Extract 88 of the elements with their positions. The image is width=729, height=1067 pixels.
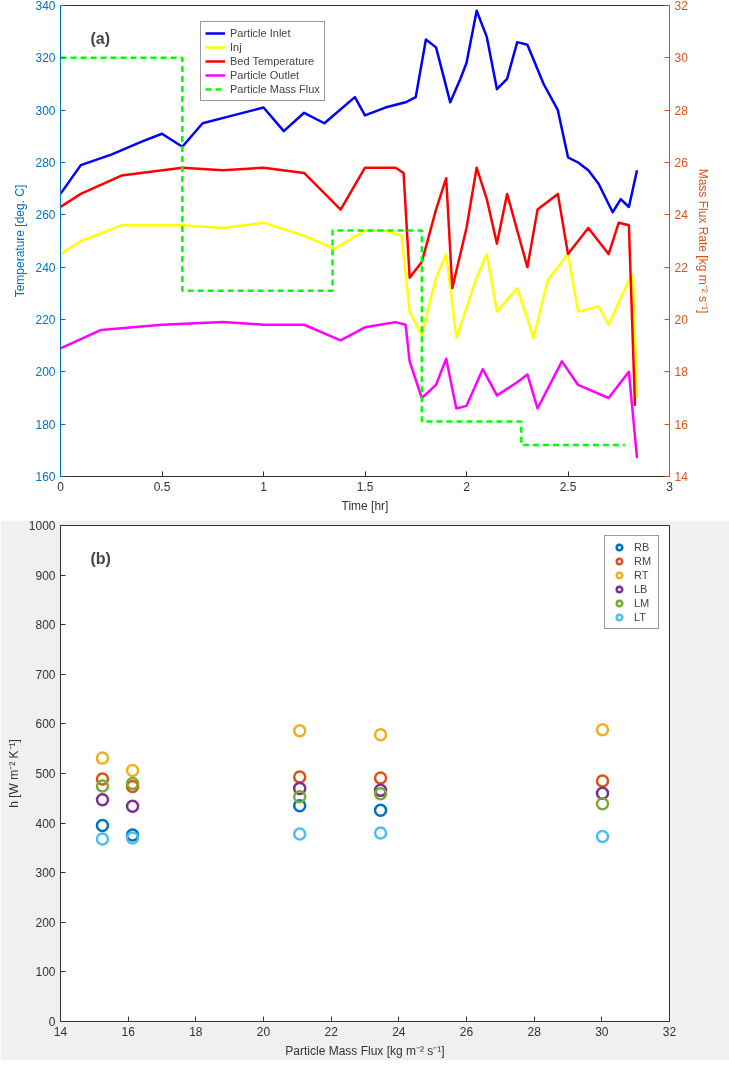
y-tick-label: 300 — [35, 103, 56, 118]
y-tick-label: 300 — [35, 866, 56, 881]
y2-tick-label: 32 — [674, 0, 689, 13]
point — [595, 797, 610, 811]
point — [595, 774, 610, 788]
point — [95, 751, 110, 765]
x-tick-label: 26 — [459, 1024, 474, 1039]
x-tick-label: 30 — [595, 1024, 609, 1039]
legend-label: LB — [634, 582, 649, 596]
point — [292, 724, 307, 738]
legend-label: Particle Inlet — [230, 26, 291, 40]
y2-tick-label: 26 — [674, 156, 689, 170]
x-axis-title: Particle Mass Flux [kg m⁻² s⁻¹] — [285, 1043, 445, 1058]
x-tick-label: 1.5 — [356, 479, 374, 494]
x-tick-label: 32 — [662, 1024, 677, 1039]
x-tick-label: 20 — [256, 1024, 271, 1039]
legend-label: RT — [634, 568, 650, 582]
annotation: (a) — [90, 29, 111, 47]
y-tick-label: 1000 — [28, 519, 56, 533]
y-tick-label: 200 — [35, 915, 56, 930]
y2-tick-label: 30 — [674, 51, 689, 66]
point — [373, 728, 388, 742]
point — [292, 827, 307, 841]
y-tick-label: 180 — [35, 417, 56, 432]
y2-tick-label: 16 — [674, 417, 689, 432]
point — [95, 779, 110, 793]
x-tick-label: 0.5 — [153, 479, 171, 494]
legend-label: Particle Mass Flux — [230, 82, 320, 96]
y2-tick-label: 24 — [674, 208, 689, 223]
y2-tick-label: 20 — [674, 313, 689, 327]
legend-label: RB — [634, 540, 651, 554]
y-tick-label: 900 — [35, 568, 56, 583]
x-tick-label: 22 — [324, 1024, 339, 1039]
y2-axis-title: Mass Flux Rate [kg m⁻² s⁻¹] — [695, 168, 710, 314]
point — [373, 787, 388, 801]
point — [95, 793, 110, 807]
y2-tick-label: 28 — [674, 103, 689, 118]
y-tick-label: 320 — [35, 51, 56, 66]
legend-label: Bed Temperature — [230, 54, 315, 68]
y-tick-label: 100 — [35, 965, 56, 980]
y2-tick-label: 18 — [674, 365, 689, 380]
y-tick-label: 500 — [35, 767, 56, 781]
x-tick-label: 1 — [260, 479, 268, 494]
y-tick-label: 340 — [35, 0, 56, 13]
legend-label: LT — [634, 610, 648, 624]
y2-tick-label: 22 — [674, 260, 689, 275]
x-axis-title: Time [hr] — [341, 498, 389, 513]
x-tick-label: 2 — [463, 479, 471, 494]
y-tick-label: 0 — [48, 1015, 56, 1029]
y-tick-label: 700 — [35, 667, 56, 682]
y-tick-label: 280 — [35, 156, 56, 170]
line-series — [60, 9, 639, 214]
x-tick-label: 3 — [666, 479, 674, 494]
point — [125, 799, 140, 813]
y-axis-title: h [W m⁻² K⁻¹] — [6, 739, 21, 808]
x-tick-label: 24 — [392, 1024, 406, 1039]
y-tick-label: 160 — [35, 470, 56, 484]
annotation: (b) — [90, 549, 111, 567]
point — [95, 818, 110, 833]
line-series — [60, 320, 639, 460]
y-tick-label: 240 — [35, 260, 56, 275]
point — [292, 790, 307, 804]
x-tick-label: 28 — [527, 1024, 542, 1039]
x-tick-label: 16 — [121, 1024, 136, 1039]
point — [95, 832, 110, 846]
line-series — [60, 221, 639, 400]
point — [595, 723, 610, 737]
legend-label: Particle Outlet — [230, 68, 300, 82]
point — [373, 826, 388, 840]
y-tick-label: 260 — [35, 208, 56, 223]
point — [373, 771, 388, 785]
x-tick-label: 2.5 — [559, 479, 577, 494]
y-axis-title: Temperature [deg. C] — [13, 184, 28, 298]
legend-label: Inj — [230, 40, 243, 54]
legend-label: LM — [634, 596, 651, 610]
point — [373, 803, 388, 817]
y2-tick-label: 14 — [674, 470, 689, 484]
legend-label: RM — [634, 554, 653, 568]
y-tick-label: 600 — [35, 717, 56, 732]
line-series — [60, 166, 637, 408]
y-tick-label: 800 — [35, 618, 56, 633]
point — [125, 763, 140, 778]
x-tick-label: 18 — [189, 1024, 203, 1039]
y-tick-label: 400 — [35, 816, 56, 831]
y-tick-label: 200 — [35, 365, 56, 380]
point — [595, 829, 610, 844]
point — [292, 781, 307, 796]
y-tick-label: 220 — [35, 313, 56, 327]
